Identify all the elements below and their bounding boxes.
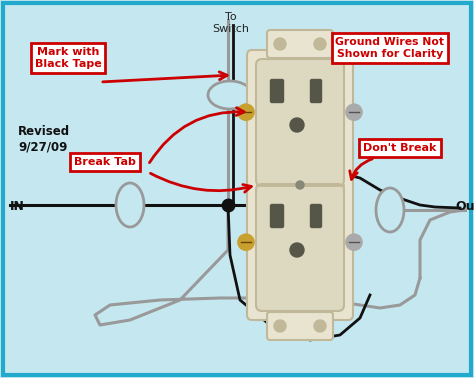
Circle shape [346,104,362,120]
Circle shape [314,38,326,50]
Text: Out: Out [455,200,474,214]
FancyBboxPatch shape [267,312,333,340]
Ellipse shape [116,183,144,227]
Circle shape [274,320,286,332]
Circle shape [290,118,304,132]
Text: Ground Wires Not
Shown for Clarity: Ground Wires Not Shown for Clarity [336,37,445,59]
Text: Mark with
Black Tape: Mark with Black Tape [35,47,101,69]
Circle shape [314,320,326,332]
Ellipse shape [376,188,404,232]
Circle shape [346,234,362,250]
Circle shape [290,243,304,257]
Text: Break Tab: Break Tab [74,157,136,167]
Ellipse shape [208,81,252,109]
FancyBboxPatch shape [271,79,283,102]
FancyBboxPatch shape [256,59,344,186]
Circle shape [296,181,304,189]
Circle shape [274,38,286,50]
FancyBboxPatch shape [247,50,353,320]
FancyBboxPatch shape [271,204,283,228]
Text: To
Switch: To Switch [212,12,249,34]
Text: Revised
9/27/09: Revised 9/27/09 [18,125,70,153]
FancyBboxPatch shape [256,184,344,311]
Circle shape [238,234,254,250]
FancyBboxPatch shape [310,204,321,228]
FancyBboxPatch shape [310,79,321,102]
Text: Don't Break: Don't Break [363,143,437,153]
Circle shape [238,104,254,120]
FancyBboxPatch shape [267,30,333,58]
Text: IN: IN [10,200,25,212]
